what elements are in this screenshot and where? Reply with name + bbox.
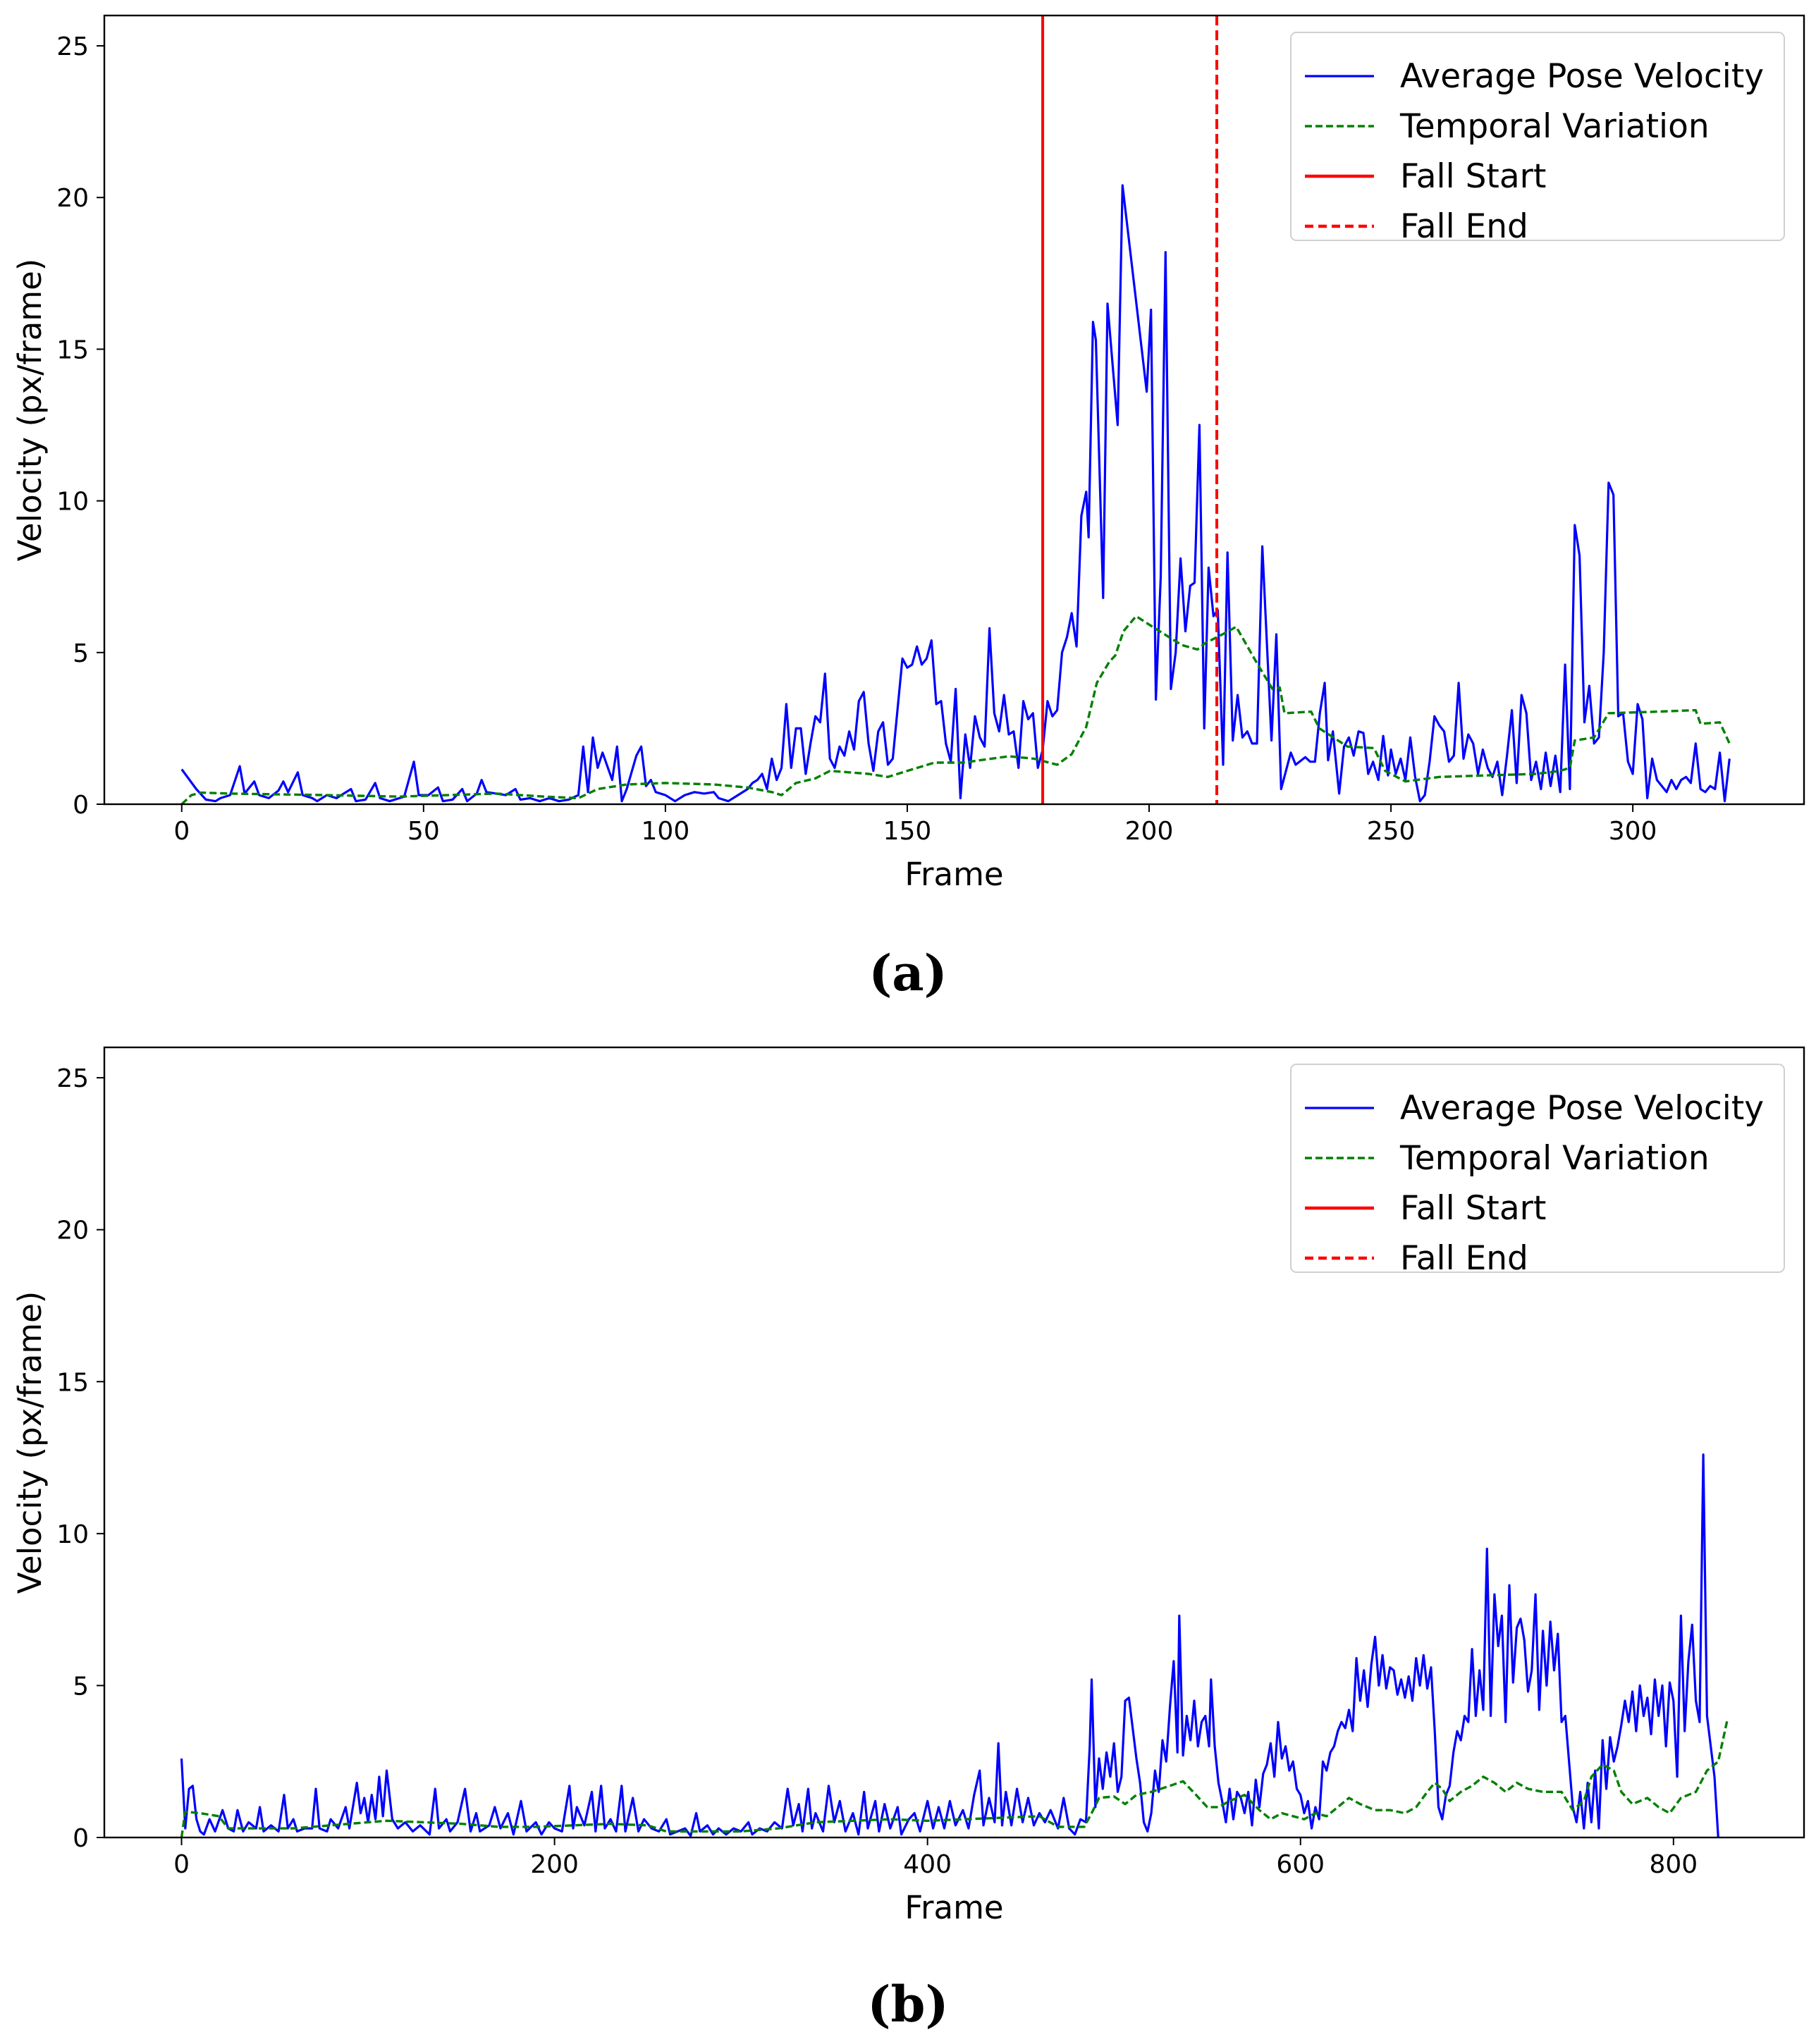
y-tick-label: 15 [56, 335, 89, 364]
axes-frame [103, 14, 1805, 806]
legend: Average Pose Velocity Temporal Variation F… [1290, 32, 1785, 246]
x-tick-label: 400 [903, 1850, 952, 1879]
legend-label-velocity: Average Pose Velocity [1400, 57, 1764, 96]
x-tick-label: 0 [173, 817, 190, 846]
legend-box [1290, 32, 1785, 241]
legend-label-temporal-variation: Temporal Variation [1399, 1139, 1710, 1178]
y-tick-label: 0 [73, 791, 89, 820]
y-tick-label: 0 [73, 1824, 89, 1853]
legend-label-fall-end: Fall End [1400, 207, 1528, 246]
average-pose-velocity-line [180, 184, 1731, 803]
legend-label-velocity: Average Pose Velocity [1400, 1089, 1764, 1128]
x-tick-label: 200 [1125, 817, 1174, 846]
axes-frame [103, 1046, 1805, 1839]
panel-caption: (b) [867, 1975, 948, 2033]
y-tick-label: 20 [56, 184, 89, 213]
x-tick-label: 50 [407, 817, 440, 846]
chart-panel-b: 0 200 400 600 800 0 5 10 15 20 25 Frame Velocity (px… [11, 1046, 1805, 2033]
x-axis-label: Frame [904, 856, 1003, 893]
x-tick-label: 250 [1367, 817, 1416, 846]
temporal-variation-line [180, 615, 1731, 804]
x-tick-label: 100 [642, 817, 690, 846]
temporal-variation-line [180, 1718, 1729, 1837]
x-tick-label: 600 [1276, 1850, 1325, 1879]
y-tick-label: 25 [56, 1064, 89, 1093]
x-tick-label: 150 [883, 817, 932, 846]
legend-label-fall-start: Fall Start [1400, 1189, 1546, 1228]
y-tick-label: 10 [56, 488, 89, 517]
y-tick-label: 5 [73, 1672, 89, 1701]
legend-label-fall-end: Fall End [1400, 1239, 1528, 1278]
panel-caption: (a) [869, 944, 947, 1002]
y-tick-label: 20 [56, 1217, 89, 1245]
y-axis-label: Velocity (px/frame) [11, 1291, 49, 1594]
legend-label-temporal-variation: Temporal Variation [1399, 107, 1710, 146]
x-axis-label: Frame [904, 1889, 1003, 1926]
y-tick-label: 15 [56, 1368, 89, 1397]
y-tick-label: 25 [56, 32, 89, 61]
average-pose-velocity-line [180, 1453, 1719, 1837]
x-tick-label: 200 [530, 1850, 579, 1879]
y-tick-label: 10 [56, 1520, 89, 1549]
x-tick-label: 0 [173, 1850, 190, 1879]
x-tick-label: 300 [1609, 817, 1657, 846]
chart-panel-a: 0 50 100 150 200 250 300 0 5 10 15 20 25 Frame Velocit… [11, 14, 1805, 1002]
y-tick-label: 5 [73, 639, 89, 668]
legend-box [1290, 1064, 1785, 1273]
legend-label-fall-start: Fall Start [1400, 157, 1546, 196]
legend: Average Pose Velocity Temporal Variation F… [1290, 1064, 1785, 1278]
x-tick-label: 800 [1649, 1850, 1698, 1879]
y-axis-label: Velocity (px/frame) [11, 259, 49, 562]
